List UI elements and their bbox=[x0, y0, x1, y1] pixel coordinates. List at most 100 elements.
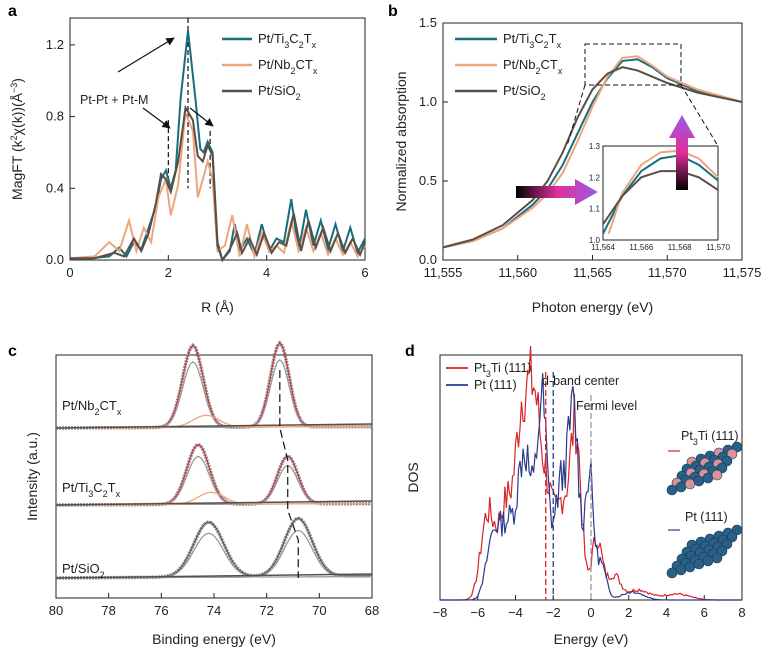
panel-c-baseline bbox=[55, 500, 373, 506]
panel-c-sample-label-part: Pt/Ti bbox=[62, 480, 88, 495]
panel-c-sample-label-part: 3 bbox=[88, 489, 93, 499]
panel-d-legend-label-part: Ti (111) bbox=[491, 361, 532, 375]
panel-a-legend-label-part: 2 bbox=[291, 66, 296, 76]
panel-a-legend-label-part: x bbox=[313, 66, 318, 76]
panel-letter-a: a bbox=[8, 3, 17, 20]
panel-d-structure-label-part: Pt (111) bbox=[685, 510, 728, 524]
panel-a-series-0 bbox=[70, 30, 366, 263]
panel-b-inset-xtick: 11,570 bbox=[706, 243, 730, 252]
panel-b-arrow-right bbox=[516, 179, 598, 205]
panel-b-series-1 bbox=[442, 55, 743, 249]
pt-atom bbox=[702, 472, 714, 484]
panel-b-series-2 bbox=[442, 66, 743, 249]
panel-d-series-pt bbox=[440, 373, 741, 601]
pt3ti-structure-image bbox=[666, 441, 743, 496]
panel-c-xtick-label: 74 bbox=[207, 603, 221, 618]
panel-a-ytick-label: 0.0 bbox=[46, 252, 64, 267]
panel-c-axes bbox=[55, 354, 373, 599]
panel-b-inset-xtick: 11,564 bbox=[591, 243, 615, 252]
panel-d-legend-label-part: Pt (111) bbox=[474, 378, 517, 392]
panel-d-xlabel: Energy (eV) bbox=[554, 631, 629, 647]
panel-c-xtick-label: 78 bbox=[101, 603, 115, 618]
panel-a-legend-label-part: Pt/Nb bbox=[258, 57, 291, 72]
panel-c-sample-label-part: x bbox=[116, 489, 121, 499]
panel-d-dband-label: d-band center bbox=[542, 374, 619, 388]
panel-a-legend-label: Pt/Nb2CTx bbox=[258, 57, 318, 76]
panel-b-inset-ytick: 1.0 bbox=[589, 236, 601, 245]
panel-d-xtick-label: 6 bbox=[701, 605, 708, 620]
pt-atom bbox=[666, 484, 678, 496]
panel-a-legend-label-part: Pt/SiO bbox=[258, 83, 296, 98]
panel-c-xlabel: Binding energy (eV) bbox=[152, 631, 276, 647]
panel-d-xtick-label: 0 bbox=[587, 605, 594, 620]
panel-a-xtick-label: 6 bbox=[361, 265, 368, 280]
panel-b-legend-label-part: x bbox=[557, 40, 562, 50]
panel-c-sample-label: Pt/SiO2 bbox=[62, 561, 105, 580]
panel-d-structure-label: Pt3Ti (111) bbox=[681, 429, 739, 447]
panel-a-series-2 bbox=[70, 104, 366, 263]
panel-d-structure-label-part: Pt bbox=[681, 429, 693, 443]
panel-b-legend-label: Pt/Ti3C2Tx bbox=[503, 31, 562, 50]
panel-b-inset-ytick: 1.1 bbox=[589, 205, 601, 214]
panel-b-legend-label-part: Pt/Nb bbox=[503, 57, 536, 72]
panel-b-inset-series-1 bbox=[607, 149, 719, 235]
panel-a-xtick-label: 4 bbox=[263, 265, 270, 280]
panel-a-ytick-label: 0.4 bbox=[46, 180, 64, 195]
ti-atom bbox=[684, 478, 696, 490]
panel-b-ytick-label: 1.5 bbox=[419, 15, 437, 30]
panel-d-structure-label: Pt (111) bbox=[685, 510, 728, 524]
panel-d-xtick-label: 2 bbox=[625, 605, 632, 620]
panel-c-sample-label-part: CT bbox=[100, 398, 117, 413]
panel-b-legend-label-part: 2 bbox=[541, 92, 546, 102]
panel-b-arrow-up bbox=[669, 115, 695, 190]
panel-a-legend-label-part: T bbox=[304, 31, 312, 46]
panel-c-sample-label-part: Pt/Nb bbox=[62, 398, 95, 413]
pt-atom bbox=[675, 481, 687, 493]
pt-atom bbox=[693, 558, 705, 570]
panel-a-ylabel: MagFT (k2χ(k))(Å−3) bbox=[9, 78, 25, 200]
panel-a-xtick-label: 2 bbox=[165, 265, 172, 280]
panel-c-sample-label-part: x bbox=[117, 407, 122, 417]
panel-b-zoom-line bbox=[566, 84, 586, 147]
panel-c-xtick-label: 80 bbox=[49, 603, 63, 618]
panel-d-legend-label: Pt (111) bbox=[474, 378, 517, 392]
panel-b-inset-ytick: 1.3 bbox=[589, 142, 601, 151]
panel-b-ylabel: Normalized absorption bbox=[393, 71, 409, 211]
panel-b-ytick-label: 1.0 bbox=[419, 94, 437, 109]
panel-b-xtick-label: 11,555 bbox=[424, 265, 463, 280]
panel-d-xtick-label: −4 bbox=[508, 605, 523, 620]
pt-atom bbox=[666, 567, 678, 579]
panel-c-sample-label-part: Pt/SiO bbox=[62, 561, 100, 576]
panel-b-zoom-line bbox=[680, 84, 719, 147]
panel-c-baseline bbox=[55, 573, 373, 579]
panel-b-xtick-label: 11,570 bbox=[648, 265, 687, 280]
panel-a-legend-label: Pt/SiO2 bbox=[258, 83, 301, 102]
panel-a-arrow bbox=[189, 107, 214, 127]
panel-c-xtick-label: 70 bbox=[312, 603, 326, 618]
panel-b-legend-label-part: 3 bbox=[529, 40, 534, 50]
panel-b-legend-label-part: x bbox=[558, 66, 563, 76]
panel-a-ytick-label: 0.8 bbox=[46, 109, 64, 124]
panel-c-raw-0 bbox=[56, 340, 372, 430]
panel-d-series-pt3ti bbox=[440, 345, 741, 601]
panel-b-legend-label-part: 2 bbox=[544, 40, 549, 50]
panel-a-legend-label-part: 2 bbox=[296, 92, 301, 102]
panel-a-legend-label-part: 3 bbox=[284, 40, 289, 50]
panel-d-ylabel: DOS bbox=[405, 462, 421, 492]
panel-b-xtick-label: 11,560 bbox=[498, 265, 537, 280]
panel-a-arrow bbox=[117, 37, 175, 73]
panel-letter-c: c bbox=[8, 343, 17, 360]
panel-b-legend-label-part: T bbox=[549, 31, 557, 46]
pt-atom bbox=[711, 552, 723, 564]
pt-structure-image bbox=[666, 524, 743, 579]
panel-b-inset-xtick: 11,566 bbox=[629, 243, 653, 252]
panel-d-legend-label-part: 3 bbox=[486, 369, 491, 379]
panel-b-legend-label: Pt/Nb2CTx bbox=[503, 57, 563, 76]
panel-b-ytick-label: 0.5 bbox=[419, 173, 437, 188]
panel-a-legend-label-part: Pt/Ti bbox=[258, 31, 284, 46]
panel-c-peak-shift-line bbox=[279, 370, 299, 578]
panel-c-sample-label-part: C bbox=[93, 480, 102, 495]
panel-b-inset-ytick: 1.2 bbox=[589, 173, 601, 182]
pt-atom bbox=[693, 475, 705, 487]
